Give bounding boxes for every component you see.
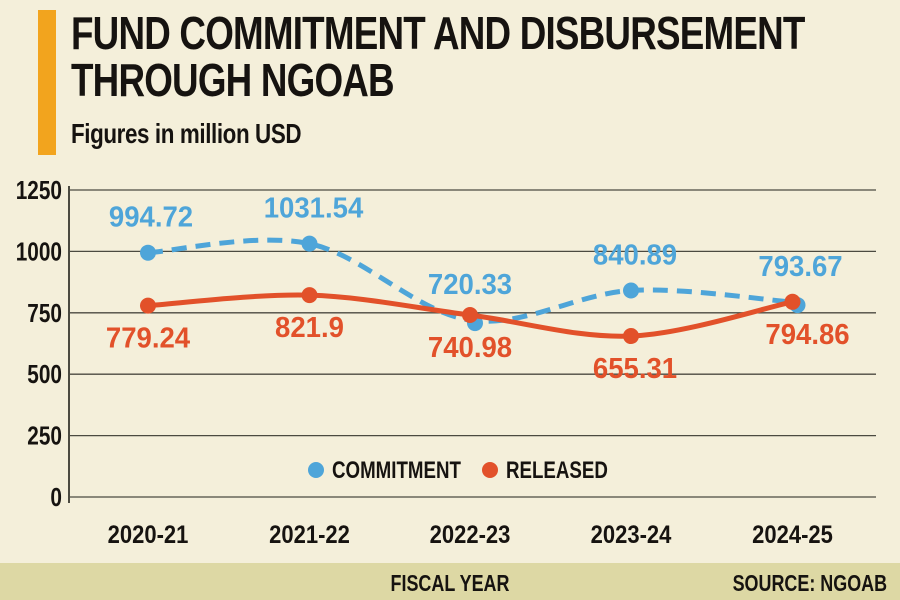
infographic: FUND COMMITMENT AND DISBURSEMENT THROUGH…	[0, 0, 900, 600]
y-tick-label: 1000	[16, 237, 62, 266]
commitment-value-label: 1031.54	[264, 191, 364, 224]
released-value-label: 779.24	[106, 321, 190, 354]
released-point	[623, 328, 639, 344]
released-point	[785, 294, 801, 310]
legend-commitment-label: COMMITMENT	[332, 457, 461, 484]
y-tick-label: 1250	[16, 176, 62, 205]
legend-commitment-dot	[308, 462, 324, 478]
legend-released-dot	[482, 462, 498, 478]
commitment-point	[623, 282, 639, 298]
commitment-value-label: 840.89	[593, 238, 677, 271]
released-value-label: 655.31	[593, 351, 677, 384]
x-axis-title: FISCAL YEAR	[99, 570, 801, 597]
commitment-value-label: 720.33	[428, 267, 512, 300]
commitment-value-label: 793.67	[758, 249, 842, 282]
released-value-label: 740.98	[428, 330, 512, 363]
released-value-label: 794.86	[765, 317, 849, 350]
chart-canvas: 0 250 500 750 1000 1250 2020-21 2021-22 2022-23 2…	[0, 0, 900, 600]
released-point	[302, 287, 318, 303]
y-tick-label: 750	[27, 299, 62, 328]
legend-released-label: RELEASED	[506, 457, 608, 484]
x-tick-label: 2021-22	[269, 521, 350, 549]
x-tick-label: 2024-25	[752, 521, 833, 549]
commitment-point	[140, 245, 156, 261]
released-value-label: 821.9	[275, 310, 344, 343]
x-tick-label: 2022-23	[430, 521, 511, 549]
x-tick-label: 2020-21	[108, 521, 189, 549]
commitment-point	[302, 236, 318, 252]
commitment-value-label: 994.72	[109, 200, 193, 233]
x-tick-label: 2023-24	[591, 521, 672, 549]
y-tick-label: 500	[27, 360, 62, 389]
y-tick-label: 250	[27, 421, 62, 450]
y-tick-label: 0	[50, 483, 62, 512]
source-credit: SOURCE: NGOAB	[733, 570, 887, 597]
released-point	[140, 298, 156, 314]
released-point	[462, 307, 478, 323]
